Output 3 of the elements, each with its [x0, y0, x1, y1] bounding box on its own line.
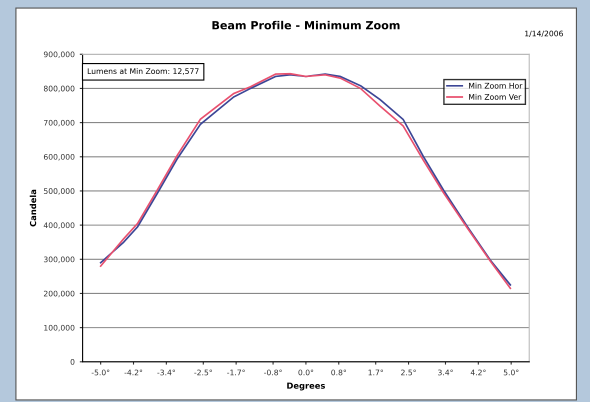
chart-title: Beam Profile - Minimum Zoom [212, 20, 400, 30]
x-axis-title: Degrees [287, 382, 325, 390]
y-axis-title: Candela [30, 190, 36, 227]
